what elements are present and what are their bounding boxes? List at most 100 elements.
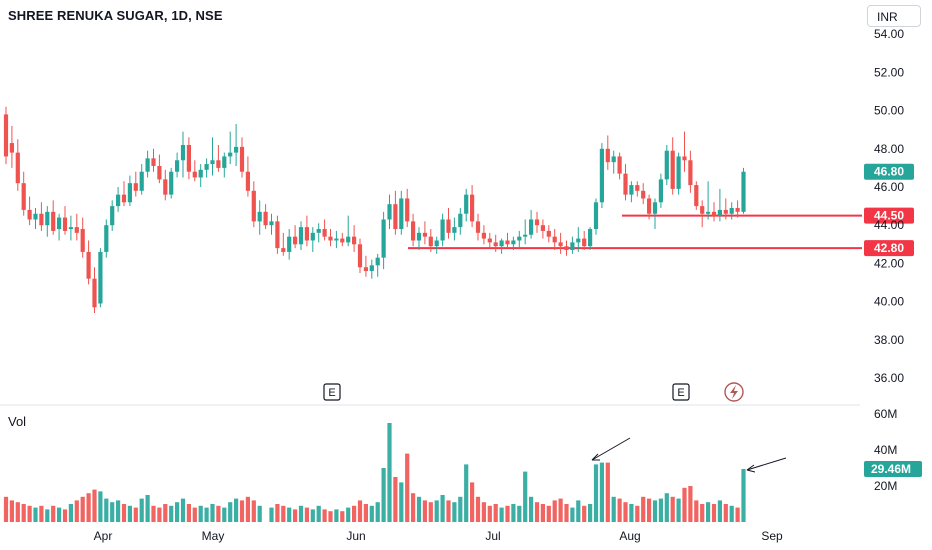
candle-body bbox=[546, 230, 551, 237]
volume-bar bbox=[446, 500, 451, 522]
price-tick-label: 38.00 bbox=[874, 333, 904, 347]
lightning-glyph bbox=[730, 385, 738, 399]
volume-bar bbox=[304, 507, 309, 522]
candle-body bbox=[658, 179, 663, 203]
candle-body bbox=[57, 217, 62, 230]
earnings-marker-label: E bbox=[677, 387, 684, 399]
volume-bar bbox=[564, 504, 569, 522]
candle-body bbox=[664, 150, 669, 180]
candle-body bbox=[68, 227, 73, 230]
volume-bar bbox=[316, 505, 321, 522]
volume-bar bbox=[133, 507, 138, 522]
candle-body bbox=[717, 209, 722, 216]
earnings-marker[interactable] bbox=[672, 383, 690, 401]
volume-bar bbox=[593, 464, 599, 522]
candle-body bbox=[222, 156, 227, 168]
volume-bar bbox=[310, 509, 315, 522]
volume-bar bbox=[340, 511, 345, 522]
volume-bar bbox=[493, 504, 498, 522]
candle-body bbox=[434, 240, 439, 247]
volume-bar bbox=[617, 498, 622, 522]
time-tick-label: Apr bbox=[94, 529, 113, 543]
candle-body bbox=[186, 144, 191, 172]
candle-body bbox=[198, 169, 203, 178]
candle-body bbox=[523, 234, 528, 237]
volume-bar bbox=[287, 507, 292, 522]
candle-body bbox=[652, 202, 658, 214]
candle-body bbox=[204, 164, 209, 170]
candle-body bbox=[234, 146, 239, 153]
candle-body bbox=[540, 225, 545, 231]
volume-bar bbox=[546, 505, 551, 522]
currency-selector[interactable]: INR bbox=[867, 5, 921, 27]
volume-bar bbox=[405, 453, 410, 522]
candle-body bbox=[564, 246, 569, 251]
candle-body bbox=[316, 229, 321, 233]
volume-bar bbox=[676, 498, 681, 522]
volume-bar bbox=[670, 496, 675, 522]
volume-bar bbox=[216, 505, 221, 522]
last-price-tag bbox=[864, 163, 914, 180]
candle-body bbox=[151, 158, 156, 166]
candle-body bbox=[33, 213, 38, 220]
volume-bar bbox=[464, 464, 469, 522]
candle-body bbox=[641, 190, 646, 199]
candle-body bbox=[98, 251, 103, 304]
volume-bar bbox=[428, 502, 433, 522]
candle-body bbox=[511, 240, 516, 245]
candle-body bbox=[340, 238, 345, 243]
last-price-label: 46.80 bbox=[874, 165, 904, 179]
candle-body bbox=[121, 194, 127, 203]
candle-body bbox=[192, 171, 197, 178]
candle-body bbox=[92, 278, 97, 308]
volume-bar bbox=[741, 468, 746, 522]
candle-body bbox=[706, 211, 711, 214]
volume-bar bbox=[647, 498, 652, 522]
candle-body bbox=[446, 219, 451, 233]
candle-body bbox=[452, 227, 457, 233]
volume-bar bbox=[629, 504, 634, 522]
volume-bar bbox=[45, 509, 50, 522]
volume-bar bbox=[735, 507, 740, 522]
volume-bar bbox=[717, 500, 722, 522]
candle-body bbox=[393, 204, 398, 230]
volume-bar bbox=[729, 505, 734, 522]
candle-body bbox=[458, 213, 463, 228]
volume-bar bbox=[552, 500, 557, 522]
volume-bar bbox=[534, 502, 540, 522]
volume-bar bbox=[62, 509, 68, 522]
volume-bar bbox=[169, 505, 174, 522]
candle-body bbox=[239, 146, 245, 172]
volume-tick-label: 40M bbox=[874, 443, 897, 457]
time-tick-label: Aug bbox=[619, 529, 640, 543]
candle-body bbox=[175, 160, 180, 172]
volume-bar bbox=[505, 505, 510, 522]
candle-body bbox=[381, 219, 386, 258]
price-tick-label: 46.00 bbox=[874, 180, 904, 194]
candle-body bbox=[629, 185, 634, 195]
volume-bar bbox=[422, 500, 427, 522]
candle-body bbox=[210, 160, 215, 165]
candle-body bbox=[363, 267, 368, 272]
candle-body bbox=[263, 211, 268, 226]
volume-bar bbox=[558, 498, 563, 522]
volume-bar bbox=[51, 505, 56, 522]
candle-body bbox=[582, 238, 587, 247]
annotation-arrow-head bbox=[591, 453, 600, 461]
volume-bar bbox=[411, 493, 416, 522]
price-tick-label: 54.00 bbox=[874, 27, 904, 41]
volume-bar bbox=[9, 500, 14, 522]
time-tick-label: Sep bbox=[761, 529, 783, 543]
candle-body bbox=[635, 185, 640, 191]
volume-bar bbox=[723, 504, 728, 522]
volume-bar bbox=[328, 511, 333, 522]
volume-bar bbox=[192, 507, 197, 522]
volume-bar bbox=[151, 505, 156, 522]
volume-tick-label: 20M bbox=[874, 479, 897, 493]
earnings-marker[interactable] bbox=[323, 383, 341, 401]
candle-body bbox=[670, 150, 675, 189]
candle-body bbox=[27, 209, 32, 220]
volume-bar bbox=[127, 505, 132, 522]
volume-bar bbox=[180, 498, 186, 522]
